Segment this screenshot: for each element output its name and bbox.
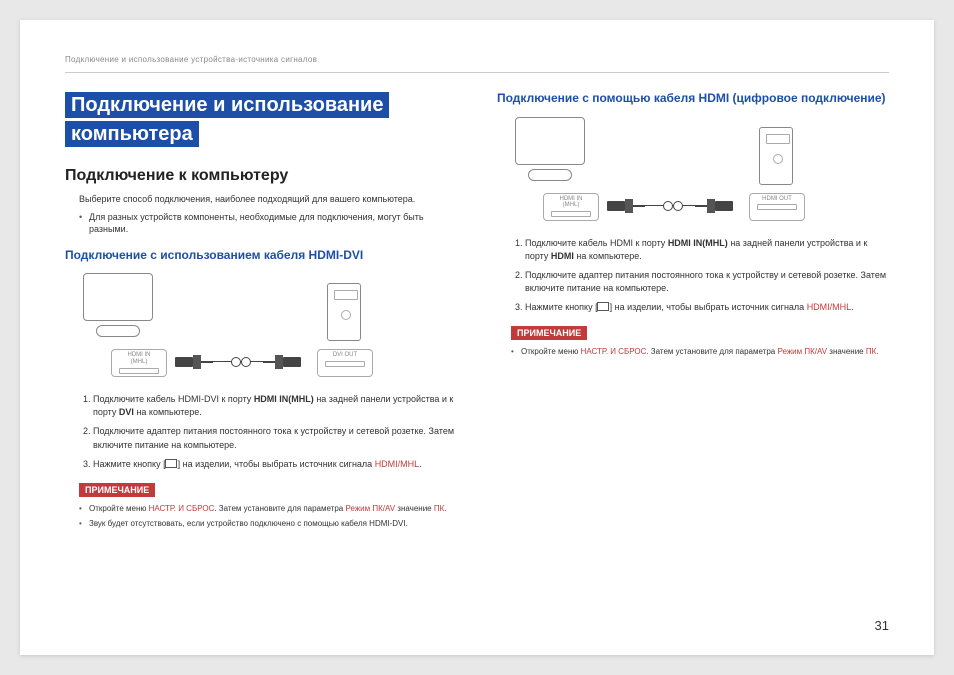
intro-bullet: Для разных устройств компоненты, необход… [79,211,457,236]
pc-tower-icon [327,283,361,341]
steps-list-right: Подключите кабель HDMI к порту HDMI IN(M… [511,237,889,314]
port-in-label: HDMI IN [560,196,583,202]
diagram-hdmi: HDMI IN (MHL) HDMI OUT [511,117,889,227]
port-hdmi-out: HDMI OUT [749,193,805,221]
port-out-label: DVI OUT [333,352,357,358]
note-badge-right: ПРИМЕЧАНИЕ [511,326,587,340]
port-dvi-out: DVI OUT [317,349,373,377]
section-title-hdmi: Подключение с помощью кабеля HDMI (цифро… [497,91,889,107]
step-2: Подключите адаптер питания постоянного т… [93,425,457,451]
page-number: 31 [875,618,889,633]
left-column: Подключение и использование компьютера П… [65,91,457,533]
page-header: Подключение и использование устройства-и… [65,55,889,73]
cable-icon [175,357,301,367]
step-1: Подключите кабель HDMI-DVI к порту HDMI … [93,393,457,419]
diagram-hdmi-dvi: HDMI IN (MHL) DVI OUT [79,273,457,383]
step-2: Подключите адаптер питания постоянного т… [525,269,889,295]
intro-text: Выберите способ подключения, наиболее по… [79,193,457,206]
section-title-hdmi-dvi: Подключение с использованием кабеля HDMI… [65,248,457,264]
step-3: Нажмите кнопку [] на изделии, чтобы выбр… [525,301,889,314]
main-title: Подключение и использование компьютера [65,92,389,147]
note-1-right: Откройте меню НАСТР. И СБРОС. Затем уста… [511,346,889,358]
main-title-wrap: Подключение и использование компьютера [65,91,457,149]
port-out-label: HDMI OUT [762,196,792,202]
right-column: Подключение с помощью кабеля HDMI (цифро… [497,91,889,533]
steps-list-left: Подключите кабель HDMI-DVI к порту HDMI … [79,393,457,470]
monitor-icon [83,273,153,337]
port-in-label: HDMI IN [128,352,151,358]
note-badge-left: ПРИМЕЧАНИЕ [79,483,155,497]
monitor-icon [515,117,585,181]
step-1: Подключите кабель HDMI к порту HDMI IN(M… [525,237,889,263]
step-3: Нажмите кнопку [] на изделии, чтобы выбр… [93,458,457,471]
sub-title: Подключение к компьютеру [65,167,457,185]
manual-page: Подключение и использование устройства-и… [20,20,934,655]
cable-icon [607,201,733,211]
port-hdmi-in: HDMI IN (MHL) [543,193,599,221]
content-columns: Подключение и использование компьютера П… [65,91,889,533]
source-icon [167,461,177,468]
port-in-sub: (MHL) [131,359,148,365]
pc-tower-icon [759,127,793,185]
source-icon [599,304,609,311]
note-1-left: Откройте меню НАСТР. И СБРОС. Затем уста… [79,503,457,515]
note-2-left: Звук будет отсутствовать, если устройств… [79,518,457,530]
port-hdmi-in: HDMI IN (MHL) [111,349,167,377]
port-in-sub: (MHL) [563,202,580,208]
